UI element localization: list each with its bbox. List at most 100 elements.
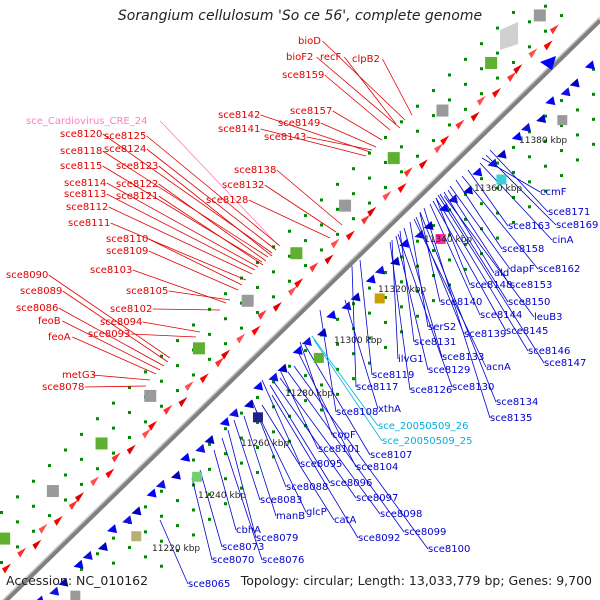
reverse-gene-arrow <box>472 167 483 177</box>
guide-dot <box>128 385 131 389</box>
reverse-gene-label: sce8065 <box>188 579 230 590</box>
guide-dot <box>256 310 259 314</box>
reverse-gene-label: leuB3 <box>534 312 563 323</box>
forward-gene-label: feoA <box>48 332 71 343</box>
label-connector <box>359 259 373 376</box>
guide-dot <box>0 561 3 564</box>
label-connector <box>233 419 261 501</box>
reverse-gene-arrow <box>536 113 547 123</box>
reverse-gene-arrow <box>545 96 556 106</box>
forward-gene-arrow <box>543 40 553 51</box>
reverse-gene-label: sce8146 <box>528 346 570 357</box>
reverse-gene-arrow <box>317 328 327 337</box>
reverse-gene-label: sce8144 <box>480 310 522 321</box>
guide-dot <box>256 285 259 289</box>
label-connector <box>443 191 495 274</box>
reverse-gene-label: sce_20050509_25 <box>382 436 472 447</box>
guide-dot <box>480 42 483 46</box>
guide-dot <box>256 470 259 474</box>
label-connector <box>264 184 337 233</box>
forward-gene-label: sce8138 <box>234 165 276 176</box>
guide-dot <box>160 379 163 383</box>
reverse-gene-label: sce8126 <box>410 385 452 396</box>
forward-gene-arrow <box>38 523 48 534</box>
guide-dot <box>416 239 419 243</box>
guide-dot <box>80 457 83 461</box>
guide-dot <box>64 473 67 477</box>
guide-dot <box>256 445 259 449</box>
label-connector <box>391 239 399 360</box>
forward-gene-arrow <box>294 278 304 289</box>
forward-gene-label: sce8142 <box>218 110 260 121</box>
guide-dot <box>208 307 211 311</box>
guide-dot <box>176 339 179 343</box>
feature-block <box>241 294 254 307</box>
label-connector <box>269 384 331 484</box>
guide-dot <box>416 154 419 158</box>
forward-gene-arrow <box>184 381 194 392</box>
guide-dot <box>496 236 499 240</box>
forward-gene-arrow <box>513 64 523 75</box>
guide-dot <box>496 76 499 80</box>
guide-dot <box>48 464 51 468</box>
reverse-gene-label: copF <box>332 430 356 441</box>
guide-dot <box>384 345 387 349</box>
guide-dot <box>240 301 243 305</box>
forward-gene-label: sce8123 <box>116 161 158 172</box>
guide-dot <box>496 211 499 215</box>
forward-gene-arrow <box>434 143 444 154</box>
reverse-gene-arrow <box>414 229 425 239</box>
guide-dot <box>592 92 595 96</box>
label-connector <box>351 265 357 388</box>
forward-gene-arrow <box>32 539 42 550</box>
forward-gene-arrow <box>251 325 261 336</box>
forward-gene-arrow <box>126 444 136 455</box>
guide-dot <box>128 410 131 414</box>
reverse-gene-label: sce8134 <box>496 397 538 408</box>
guide-dot <box>128 545 131 549</box>
guide-dot <box>336 367 339 371</box>
forward-gene-label: sce8105 <box>126 286 168 297</box>
label-connector <box>415 216 465 335</box>
guide-dot <box>64 448 67 452</box>
reverse-gene-arrow <box>170 470 181 480</box>
guide-dot <box>384 270 387 274</box>
forward-gene-label: sce8103 <box>90 265 132 276</box>
label-connector <box>485 154 557 226</box>
guide-dot <box>496 186 499 190</box>
guide-dot <box>112 561 115 565</box>
guide-dot <box>416 314 419 318</box>
reverse-gene-label: sce8098 <box>380 509 422 520</box>
label-connector <box>142 321 201 333</box>
feature-block <box>500 22 518 50</box>
reverse-gene-arrow <box>49 586 60 596</box>
feature-block <box>436 104 449 117</box>
guide-dot <box>96 552 99 556</box>
label-connector <box>248 199 331 239</box>
guide-dot <box>144 505 147 509</box>
guide-dot <box>240 486 243 490</box>
forward-gene-arrow <box>288 286 297 296</box>
label-connector <box>293 365 429 550</box>
reverse-gene-label: sce8099 <box>404 527 446 538</box>
reverse-gene-arrow <box>292 345 303 355</box>
guide-dot <box>432 299 435 303</box>
label-connector <box>489 149 549 213</box>
label-connector <box>439 193 509 303</box>
guide-dot <box>448 258 451 262</box>
guide-dot <box>224 502 227 506</box>
reverse-gene-label: sce8073 <box>222 542 264 553</box>
guide-dot <box>80 567 83 571</box>
reverse-gene-label: sce8145 <box>506 326 548 337</box>
reverse-gene-arrow <box>131 506 142 516</box>
reverse-gene-arrow <box>350 292 361 302</box>
guide-dot <box>224 477 227 481</box>
feature-block <box>95 437 108 450</box>
guide-dot <box>480 202 483 206</box>
guide-dot <box>208 442 211 446</box>
reverse-gene-label: sce8150 <box>508 297 550 308</box>
guide-dot <box>272 430 275 434</box>
label-connector <box>260 128 367 157</box>
reverse-gene-arrow <box>82 550 93 560</box>
reverse-gene-arrow <box>584 60 595 70</box>
